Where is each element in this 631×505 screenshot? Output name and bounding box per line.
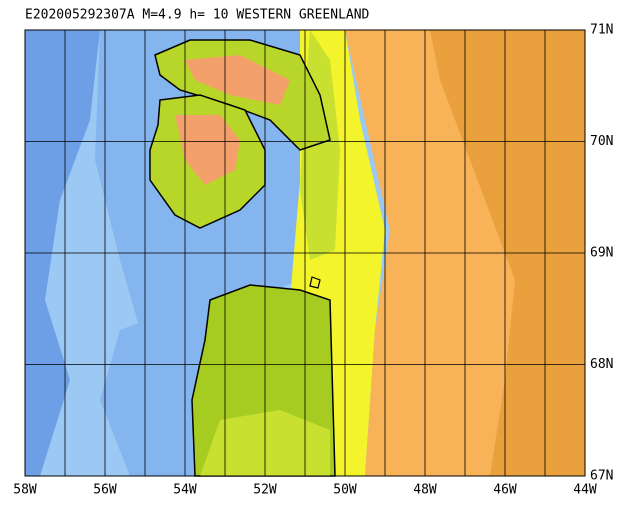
lon-label: 58W <box>13 483 37 498</box>
lat-label: 70N <box>590 134 613 149</box>
lon-label: 52W <box>253 483 277 498</box>
lon-label: 48W <box>413 483 437 498</box>
lon-label: 44W <box>573 483 597 498</box>
lat-label: 67N <box>590 469 613 484</box>
lon-label: 54W <box>173 483 197 498</box>
islet <box>309 276 321 289</box>
map-title: E202005292307A M=4.9 h= 10 WESTERN GREEN… <box>25 8 370 23</box>
lat-label: 71N <box>590 23 613 38</box>
map-frame <box>24 29 586 477</box>
lon-label: 56W <box>93 483 117 498</box>
lat-label: 68N <box>590 357 613 372</box>
map-area <box>24 29 586 477</box>
highland <box>185 55 290 105</box>
highland <box>175 115 240 185</box>
graticule <box>25 30 585 476</box>
lat-label: 69N <box>590 246 613 261</box>
lon-label: 50W <box>333 483 357 498</box>
lon-label: 46W <box>493 483 517 498</box>
